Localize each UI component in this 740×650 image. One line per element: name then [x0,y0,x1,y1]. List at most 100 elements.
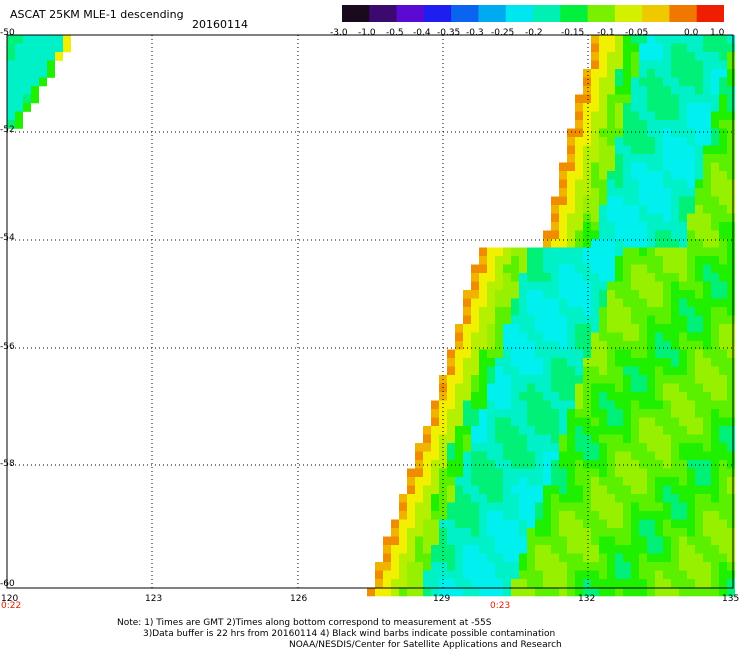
swath-cell [671,358,679,367]
swath-cell [511,468,519,478]
swath-cell [583,562,591,571]
swath-cell [423,519,431,529]
colorbar-swatch [533,5,561,22]
swath-cell [607,443,615,452]
swath-cell [679,443,687,452]
swath-cell [719,562,727,571]
swath-cell [719,553,727,563]
swath-cell [695,239,703,248]
swath-cell [663,400,671,410]
swath-cell [687,553,695,563]
swath-cell [575,451,583,461]
swath-cell [671,60,679,70]
swath-cell [663,86,671,95]
swath-cell [663,485,671,495]
swath-cell [519,579,527,588]
swath-cell [583,247,591,257]
swath-cell [711,154,719,163]
swath-cell [687,111,695,121]
swath-cell [567,298,575,308]
swath-cell [439,562,447,571]
swath-cell [663,383,671,393]
swath-cell [575,222,583,231]
swath-cell [703,290,711,299]
swath-cell [639,171,647,180]
swath-cell [599,392,607,401]
swath-cell [719,60,727,70]
swath-cell [519,468,527,478]
swath-cell [703,256,711,265]
swath-cell [647,434,655,444]
swath-cell [423,528,431,537]
colorbar-swatch [642,5,671,22]
swath-cell [479,375,487,384]
swath-cell [599,86,607,95]
swath-cell [703,77,711,87]
swath-cell [679,468,687,478]
swath-cell [471,332,479,342]
swath-cell [559,468,567,478]
swath-cell [695,230,703,240]
swath-cell [719,477,727,486]
swath-cell [583,570,591,580]
swath-cell [583,315,591,325]
swath-cell [599,570,607,580]
swath-cell [671,77,679,87]
swath-cell [463,494,471,503]
swath-cell [719,485,727,495]
swath-cell [543,324,551,333]
swath-cell [615,103,623,112]
swath-cell [527,307,535,316]
swath-cell [711,587,719,597]
swath-cell [719,120,727,129]
swath-cell [583,77,591,87]
swath-cell [471,519,479,529]
swath-cell [695,307,703,316]
swath-cell [431,417,439,427]
swath-cell [447,451,455,461]
swath-cell [623,256,631,265]
swath-cell [503,298,511,308]
swath-cell [671,52,679,61]
swath-cell [623,494,631,503]
swath-cell [695,298,703,308]
swath-cell [703,247,711,257]
swath-cell [575,443,583,452]
swath-cell [471,502,479,512]
swath-cell [647,392,655,401]
swath-cell [695,341,703,350]
swath-cell [663,579,671,588]
swath-cell [503,273,511,282]
swath-cell [647,443,655,452]
swath-cell [455,332,463,342]
swath-cell [655,545,663,554]
swath-cell [583,485,591,495]
swath-cell [711,188,719,197]
swath-cell [23,77,31,87]
swath-cell [607,222,615,231]
swath-cell [671,443,679,452]
swath-cell [591,298,599,308]
swath-cell [687,579,695,588]
swath-cell [663,519,671,529]
swath-cell [567,273,575,282]
swath-cell [607,528,615,537]
swath-cell [423,460,431,469]
swath-cell [663,375,671,384]
swath-cell [703,460,711,469]
swath-cell [655,171,663,180]
swath-cell [567,460,575,469]
swath-cell [591,188,599,197]
swath-cell [583,587,591,597]
swath-cell [7,120,15,129]
swath-cell [551,468,559,478]
swath-cell [575,536,583,546]
swath-cell [551,434,559,444]
swath-cell [559,477,567,486]
swath-cell [479,426,487,435]
swath-cell [567,553,575,563]
swath-cell [495,281,503,291]
swath-cell [607,290,615,299]
swath-cell [471,417,479,427]
swath-cell [527,511,535,520]
